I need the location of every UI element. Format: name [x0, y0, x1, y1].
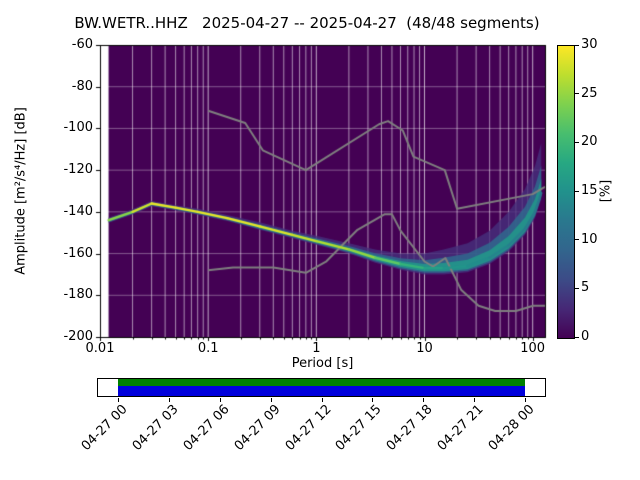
timeline-tick: [525, 398, 526, 402]
x-tick-label: 1: [312, 341, 321, 356]
colorbar-tick-label: 20: [581, 134, 598, 150]
timeline-tick: [219, 398, 221, 402]
y-tick-label: -160: [63, 245, 93, 261]
colorbar-tick-label: 15: [581, 183, 598, 198]
timeline-tick: [270, 398, 272, 402]
y-axis-label: Amplitude [m²/s⁴/Hz] [dB]: [13, 107, 29, 275]
x-axis-label: Period [s]: [291, 356, 354, 371]
y-tick-label: -200: [63, 329, 93, 344]
plot-title: BW.WETR..HHZ 2025-04-27 -- 2025-04-27 (4…: [74, 14, 540, 32]
timeline-coverage-bar-top: [118, 379, 525, 386]
colorbar-label: [%]: [598, 179, 614, 203]
y-tick-label: -80: [71, 78, 93, 94]
x-tick-label: 100: [520, 341, 546, 356]
y-tick-label: -60: [71, 37, 93, 52]
colorbar-tick-label: 10: [581, 231, 598, 247]
y-tick-label: -140: [63, 203, 93, 219]
y-tick-label: -100: [63, 120, 93, 136]
colorbar-tick: [575, 141, 579, 143]
colorbar-tick: [575, 336, 579, 338]
colorbar-tick-label: 5: [581, 280, 590, 296]
timeline-coverage-bar-bottom: [118, 386, 525, 396]
colorbar-tick: [575, 239, 579, 241]
timeline-tick: [168, 398, 170, 402]
timeline-tick: [474, 398, 476, 402]
colorbar-tick-label: 0: [581, 329, 590, 344]
colorbar-tick: [575, 93, 579, 95]
colorbar-tick: [575, 190, 579, 192]
y-tick-label: -180: [63, 287, 93, 303]
x-tick-label: 0.01: [85, 341, 115, 356]
heatmap-canvas: [90, 40, 550, 350]
colorbar-tick-label: 25: [581, 85, 598, 101]
colorbar-tick: [575, 44, 579, 46]
colorbar: [557, 45, 575, 339]
timeline-tick: [423, 398, 425, 402]
x-tick-label: 0.1: [197, 341, 219, 356]
colorbar-tick: [575, 287, 579, 289]
timeline-tick: [118, 398, 119, 402]
timeline-tick: [372, 398, 374, 402]
colorbar-tick-label: 30: [581, 37, 598, 52]
x-tick-label: 10: [416, 341, 433, 356]
y-tick-label: -120: [63, 162, 93, 178]
timeline-box: [97, 378, 546, 397]
timeline-tick: [321, 398, 323, 402]
